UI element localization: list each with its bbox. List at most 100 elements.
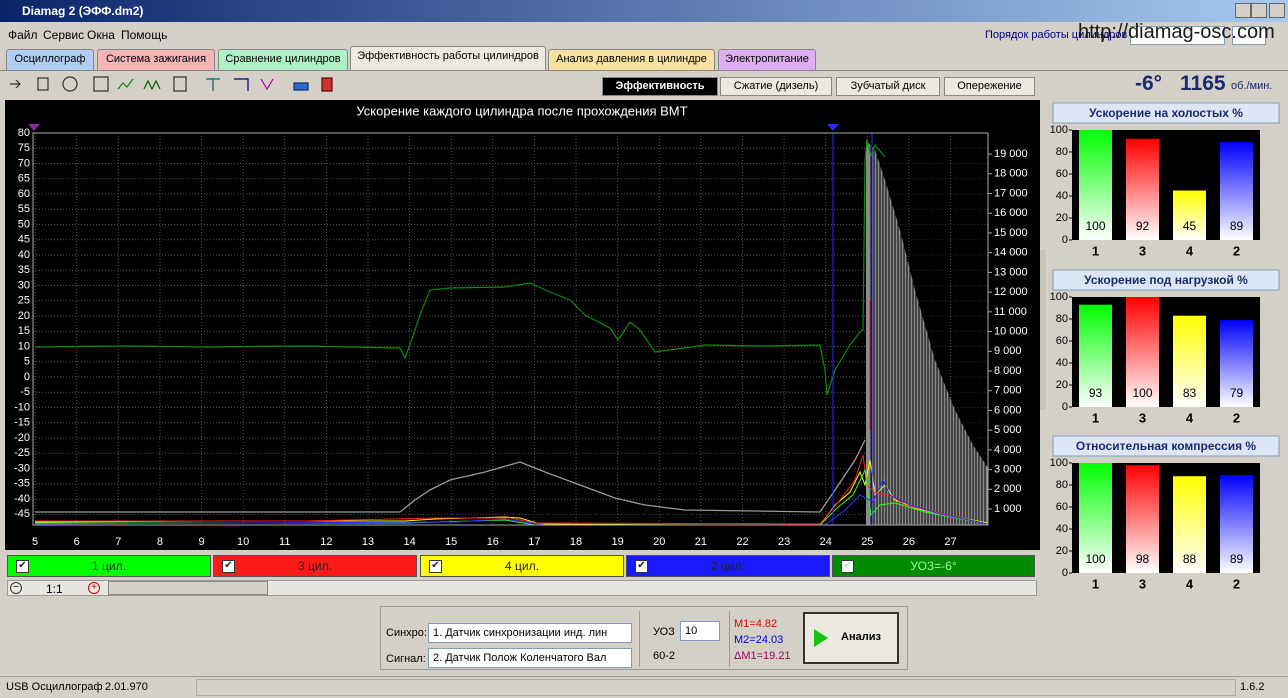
- sync-label: Синхро:: [386, 627, 427, 639]
- y-tick-label: 10: [18, 340, 30, 352]
- bar: [1220, 320, 1253, 407]
- y-tick-label: 80: [1056, 146, 1068, 158]
- uoz-spin[interactable]: 10: [680, 621, 720, 641]
- signal-label: Сигнал:: [386, 653, 426, 665]
- y-tick-label: 40: [18, 249, 30, 261]
- minimize-button[interactable]: [1235, 3, 1251, 18]
- y-tick-label: 70: [18, 157, 30, 169]
- bar-value-label: 100: [1085, 219, 1105, 233]
- device-name: USB Осциллограф: [6, 681, 103, 693]
- toolbar-icons: [10, 76, 333, 92]
- y-tick-label: 60: [1056, 501, 1068, 513]
- y-tick-label: -10: [14, 401, 30, 413]
- subtab[interactable]: Зубчатый диск: [836, 77, 940, 96]
- x-tick-label: 15: [445, 536, 457, 548]
- x-tick-label: 24: [820, 536, 832, 548]
- y-tick-label: 20: [18, 310, 30, 322]
- y-tick-label: 40: [1056, 523, 1068, 535]
- legend-item[interactable]: ✔ 4 цил.: [420, 555, 624, 577]
- tab[interactable]: Система зажигания: [97, 49, 215, 70]
- bar-value-label: 89: [1230, 219, 1244, 233]
- bar-value-label: 89: [1230, 552, 1244, 566]
- sync-select[interactable]: 1. Датчик синхронизации инд. лин: [428, 623, 632, 643]
- x-tick-label: 12: [320, 536, 332, 548]
- uoz-value: 10: [685, 625, 698, 637]
- x-tick-label: 2: [1233, 243, 1240, 258]
- menu-item[interactable]: Файл: [8, 28, 38, 42]
- bar-value-label: 93: [1089, 386, 1103, 400]
- menu-item[interactable]: Сервис: [43, 28, 85, 42]
- traces: [28, 124, 989, 526]
- app-version: 1.6.2: [1240, 681, 1265, 693]
- cylinder-count-input[interactable]: [1232, 26, 1266, 45]
- analyze-button[interactable]: Анализ: [803, 612, 899, 664]
- cursor-marker: [28, 124, 40, 131]
- panel-header[interactable]: [1052, 435, 1280, 457]
- status-panel: [196, 679, 1236, 696]
- y-tick-label: 0: [24, 371, 30, 383]
- tab[interactable]: Осциллограф: [6, 49, 94, 70]
- tab[interactable]: Электропитание: [718, 49, 816, 70]
- legend-checkbox[interactable]: ✔: [429, 560, 442, 573]
- tab[interactable]: Сравнение цилиндров: [218, 49, 348, 70]
- y2-tick-label: 15 000: [994, 227, 1028, 239]
- restore-button[interactable]: [1251, 3, 1267, 18]
- y-tick-label: 80: [1056, 313, 1068, 325]
- menu-item[interactable]: Окна: [87, 28, 115, 42]
- legend-label: 2 цил.: [711, 559, 745, 573]
- tab[interactable]: Анализ давления в цилиндре: [548, 49, 715, 70]
- close-button[interactable]: [1269, 3, 1285, 18]
- x-tick-label: 4: [1186, 243, 1194, 258]
- legend-item[interactable]: ✔ 1 цил.: [7, 555, 211, 577]
- tab-active[interactable]: Эффективность работы цилиндров: [350, 46, 546, 70]
- y-tick-label: 55: [18, 203, 30, 215]
- sync-value: 1. Датчик синхронизации инд. лин: [433, 627, 608, 639]
- bar-chart: Ускорение на холостых % 0 20 40 60 80 100 100 1 9…: [1050, 102, 1280, 258]
- x-tick-label: 23: [778, 536, 790, 548]
- x-tick-label: 6: [74, 536, 80, 548]
- subtab[interactable]: Опережение: [944, 77, 1035, 96]
- x-tick-label: 1: [1092, 576, 1099, 591]
- y-tick-label: 50: [18, 218, 30, 230]
- legend-checkbox[interactable]: ✔: [222, 560, 235, 573]
- signal-select[interactable]: 2. Датчик Полож Коленчатого Вал: [428, 648, 632, 668]
- delta-readout: ΔM1=19.21: [734, 650, 791, 662]
- splitter[interactable]: [1040, 250, 1046, 410]
- legend-item[interactable]: ✔ 3 цил.: [213, 555, 417, 577]
- main-chart: Ускорение каждого цилиндра после прохожд…: [5, 100, 1040, 550]
- menu-item[interactable]: Помощь: [121, 28, 168, 42]
- x-tick-label: 22: [736, 536, 748, 548]
- panel-header[interactable]: [1052, 269, 1280, 291]
- y2-tick-label: 4 000: [994, 444, 1022, 456]
- legend-item[interactable]: ✔ 2 цил.: [626, 555, 830, 577]
- y-tick-label: 60: [1056, 335, 1068, 347]
- zoom-in[interactable]: +: [88, 582, 100, 594]
- zoom-out[interactable]: −: [10, 582, 22, 594]
- scroll-thumb[interactable]: [108, 581, 268, 595]
- y-tick-label: 0: [1062, 234, 1068, 246]
- legend-checkbox[interactable]: ✔: [16, 560, 29, 573]
- advance-angle: -6°: [1135, 72, 1163, 95]
- bar: [1079, 130, 1112, 240]
- bar: [1173, 315, 1206, 407]
- legend-checkbox[interactable]: ✔: [635, 560, 648, 573]
- y-tick-label: -25: [14, 447, 30, 459]
- y-tick-label: 30: [18, 279, 30, 291]
- cylinder-order-input[interactable]: [1130, 26, 1225, 45]
- bar-chart: Относительная компрессия % 0 20 40 60 80 100 10…: [1050, 435, 1280, 591]
- x-tick-label: 14: [403, 536, 415, 548]
- y-tick-label: -5: [20, 386, 30, 398]
- legend-checkbox[interactable]: ✔: [841, 560, 854, 573]
- legend-item[interactable]: ✔ УОЗ=-6°: [832, 555, 1035, 577]
- legend-label: 4 цил.: [505, 559, 539, 573]
- panel-header[interactable]: [1052, 102, 1280, 124]
- advance-trace: [34, 139, 886, 396]
- rpm-unit: об./мин.: [1231, 80, 1273, 92]
- y2-tick-label: 8 000: [994, 365, 1022, 377]
- x-tick-label: 4: [1186, 410, 1194, 425]
- subtab-active[interactable]: Эффективность: [602, 77, 718, 96]
- subtab[interactable]: Сжатие (дизель): [720, 77, 832, 96]
- y2-tick-label: 14 000: [994, 247, 1028, 259]
- x-tick-label: 17: [528, 536, 540, 548]
